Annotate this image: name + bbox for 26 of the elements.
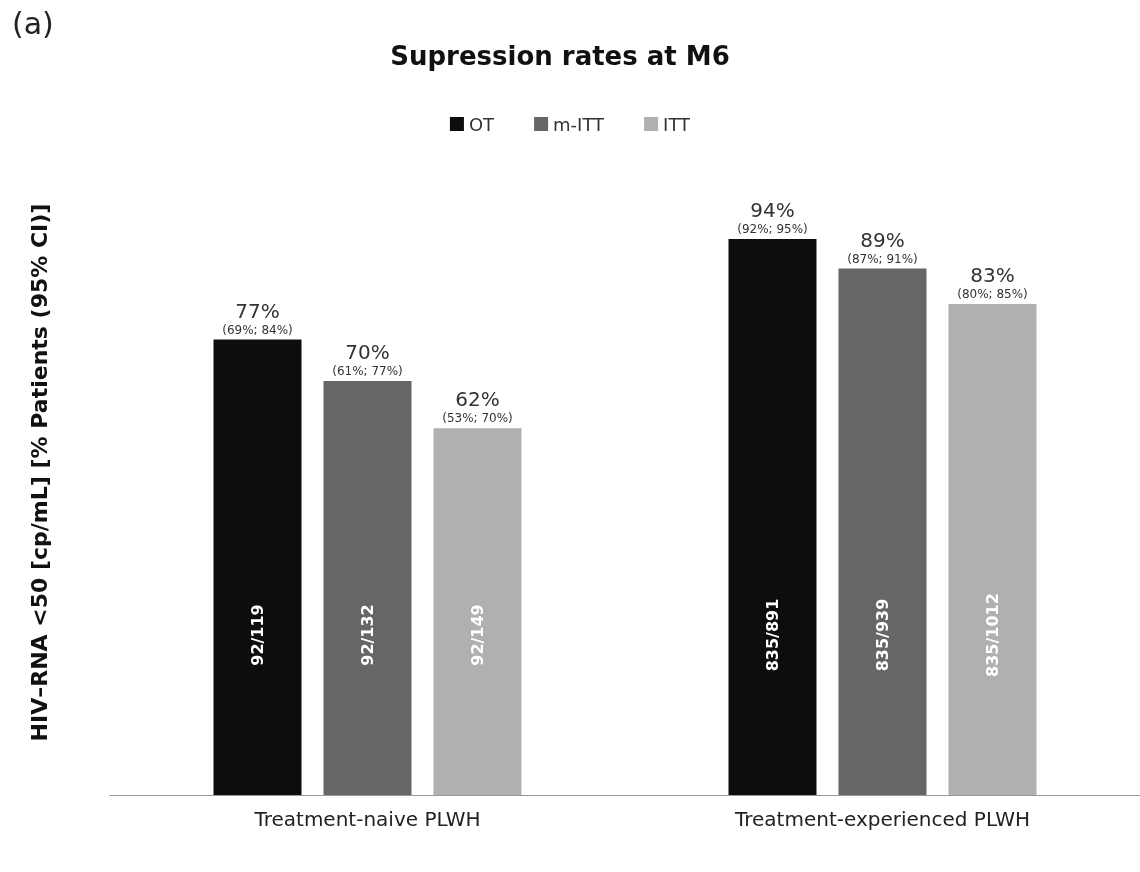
bar	[213, 339, 302, 795]
data-label: 89% (87%; 91%)	[847, 227, 918, 266]
bar	[433, 428, 522, 795]
bar	[948, 304, 1037, 795]
data-label: 70% (61%; 77%)	[332, 339, 403, 378]
y-axis-title: HIV–RNA <50 [cp/mL] [% Patients (95% CI)]	[26, 203, 52, 742]
x-tick-label: Treatment-naive PLWH	[253, 807, 481, 831]
bar	[838, 268, 927, 795]
data-label: 83% (80%; 85%)	[957, 263, 1028, 302]
annotation: 92/119	[248, 604, 267, 666]
legend-label: ITT	[663, 113, 692, 135]
chart-title: Supression rates at M6	[390, 41, 730, 71]
data-label: 62% (53%; 70%)	[442, 387, 513, 426]
data-label: 94% (92%; 95%)	[737, 197, 808, 236]
annotation: 835/1012	[983, 593, 1002, 677]
data-label: 77% (69%; 84%)	[222, 298, 293, 337]
x-tick-label: Treatment-experienced PLWH	[733, 807, 1031, 831]
legend-label: OT	[468, 113, 496, 135]
legend-label: m-ITT	[553, 113, 606, 135]
annotation: 92/132	[358, 604, 377, 666]
annotation: 92/149	[468, 604, 487, 666]
annotation: 835/891	[763, 598, 782, 672]
bar	[728, 238, 817, 795]
annotation: 835/939	[873, 598, 892, 672]
text: (a)	[12, 5, 54, 41]
bar	[323, 380, 412, 795]
